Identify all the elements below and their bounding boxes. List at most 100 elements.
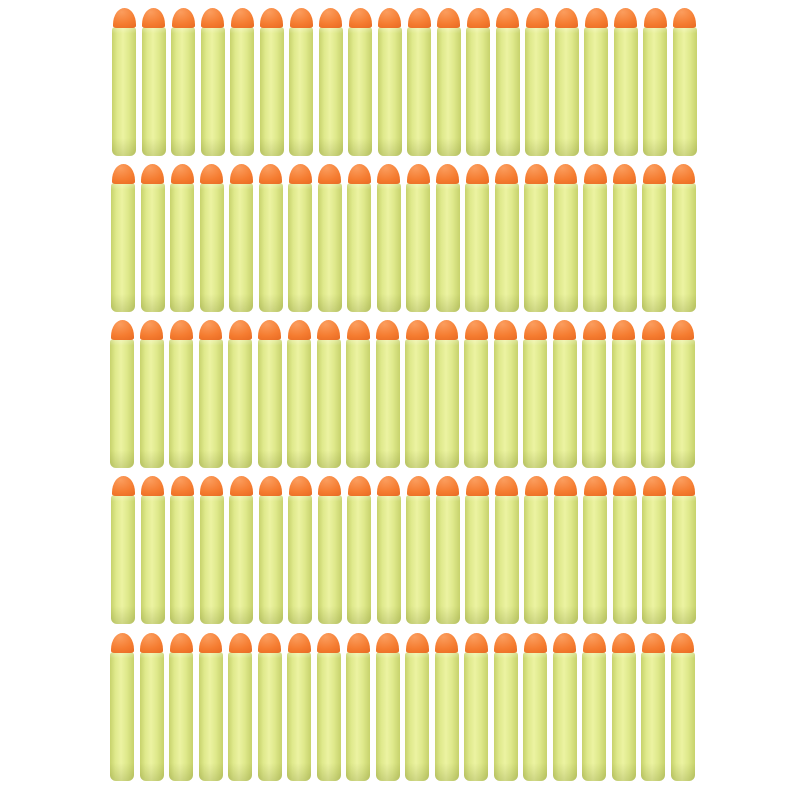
foam-dart xyxy=(643,8,667,156)
foam-dart xyxy=(523,633,547,781)
dart-foam-body xyxy=(406,495,430,624)
dart-foam-body xyxy=(495,27,520,156)
dart-orange-tip xyxy=(169,633,193,653)
dart-foam-body xyxy=(524,183,548,312)
dart-orange-tip xyxy=(524,164,548,184)
dart-orange-tip xyxy=(405,320,429,340)
dart-orange-tip xyxy=(259,164,282,184)
foam-dart xyxy=(642,476,666,624)
dart-orange-tip xyxy=(642,164,666,184)
dart-orange-tip xyxy=(554,164,577,184)
dart-foam-body xyxy=(375,652,400,781)
dart-foam-body xyxy=(493,339,518,468)
dart-foam-body xyxy=(406,183,430,312)
dart-orange-tip xyxy=(377,164,400,184)
foam-dart xyxy=(228,320,252,468)
foam-dart xyxy=(494,164,519,312)
dart-orange-tip xyxy=(464,320,488,340)
foam-dart xyxy=(317,476,342,624)
foam-dart xyxy=(524,164,548,312)
dart-orange-tip xyxy=(672,164,695,184)
dart-foam-body xyxy=(552,339,577,468)
dart-foam-body xyxy=(523,652,547,781)
foam-dart xyxy=(465,164,489,312)
dart-orange-tip xyxy=(111,476,135,496)
foam-dart xyxy=(671,164,696,312)
dart-foam-body xyxy=(671,495,696,624)
foam-dart xyxy=(670,633,695,781)
dart-foam-body xyxy=(259,27,284,156)
dart-foam-body xyxy=(288,495,312,624)
dart-foam-body xyxy=(111,495,135,624)
dart-foam-body xyxy=(376,495,401,624)
dart-foam-body xyxy=(110,652,134,781)
foam-dart xyxy=(612,164,637,312)
dart-orange-tip xyxy=(523,633,547,653)
foam-dart xyxy=(554,8,579,156)
dart-foam-body xyxy=(198,652,223,781)
dart-foam-body xyxy=(405,339,429,468)
dart-row-5 xyxy=(110,633,695,781)
dart-orange-tip xyxy=(378,8,401,28)
dart-orange-tip xyxy=(435,633,458,653)
dart-foam-body xyxy=(228,652,252,781)
foam-dart xyxy=(466,8,490,156)
foam-dart xyxy=(583,164,607,312)
dart-foam-body xyxy=(553,183,578,312)
dart-foam-body xyxy=(611,339,636,468)
dart-foam-body xyxy=(405,652,429,781)
foam-dart xyxy=(493,320,518,468)
foam-dart xyxy=(670,320,695,468)
dart-orange-tip xyxy=(583,164,607,184)
dart-orange-tip xyxy=(523,320,547,340)
dart-foam-body xyxy=(318,27,343,156)
dart-orange-tip xyxy=(110,633,134,653)
dart-row-2 xyxy=(111,164,696,312)
foam-dart xyxy=(641,633,665,781)
dart-orange-tip xyxy=(641,633,665,653)
dart-foam-body xyxy=(434,339,459,468)
dart-foam-body xyxy=(170,495,194,624)
dart-orange-tip xyxy=(582,633,606,653)
foam-dart xyxy=(375,633,400,781)
foam-dart xyxy=(287,320,311,468)
foam-dart xyxy=(169,320,193,468)
dart-orange-tip xyxy=(672,476,695,496)
foam-dart xyxy=(672,8,697,156)
dart-orange-tip xyxy=(525,8,549,28)
dart-orange-tip xyxy=(348,8,372,28)
dart-orange-tip xyxy=(465,476,489,496)
dart-orange-tip xyxy=(436,164,459,184)
dart-orange-tip xyxy=(228,320,252,340)
foam-dart xyxy=(612,476,637,624)
dart-foam-body xyxy=(316,652,341,781)
foam-dart xyxy=(552,633,577,781)
dart-foam-body xyxy=(317,495,342,624)
dart-orange-tip xyxy=(287,320,311,340)
dart-row-3 xyxy=(110,320,695,468)
dart-orange-tip xyxy=(140,320,163,340)
dart-foam-body xyxy=(171,27,195,156)
dart-foam-body xyxy=(169,652,193,781)
dart-orange-tip xyxy=(347,476,371,496)
foam-dart xyxy=(288,476,312,624)
dart-foam-body xyxy=(258,183,283,312)
dart-foam-body xyxy=(287,339,311,468)
dart-orange-tip xyxy=(377,476,400,496)
dart-orange-tip xyxy=(228,633,252,653)
dart-orange-tip xyxy=(407,8,431,28)
dart-orange-tip xyxy=(553,320,576,340)
foam-dart xyxy=(405,320,429,468)
dart-orange-tip xyxy=(496,8,519,28)
dart-orange-tip xyxy=(288,164,312,184)
dart-foam-body xyxy=(169,339,193,468)
dart-orange-tip xyxy=(258,633,281,653)
foam-dart xyxy=(465,476,489,624)
dart-orange-tip xyxy=(641,320,665,340)
foam-dart xyxy=(347,164,371,312)
dart-orange-tip xyxy=(671,633,694,653)
dart-orange-tip xyxy=(259,476,282,496)
dart-orange-tip xyxy=(229,476,253,496)
dart-foam-body xyxy=(199,495,224,624)
